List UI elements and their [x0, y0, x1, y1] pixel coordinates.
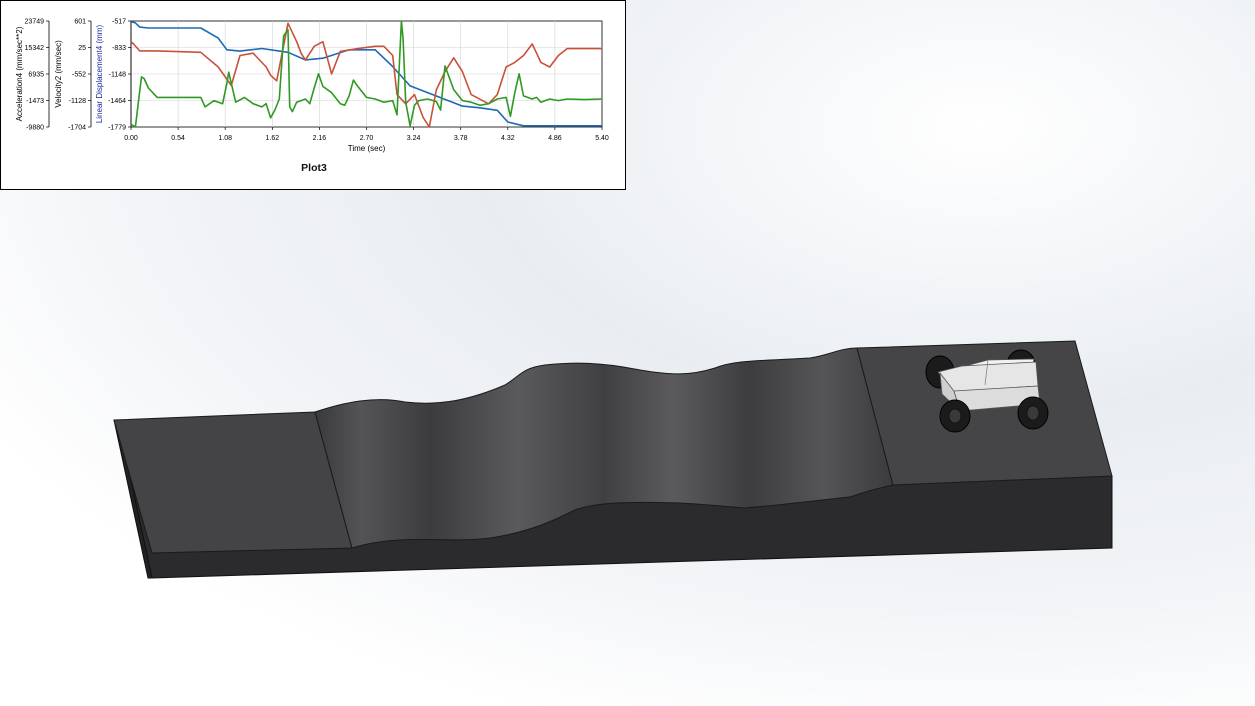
vehicle-cabin-line [984, 359, 989, 386]
y-tick-label: -1779 [108, 125, 126, 132]
vehicle-model[interactable] [925, 349, 1049, 433]
y-tick-label: -1128 [69, 98, 86, 105]
x-tick-label: 3.78 [454, 135, 468, 142]
plot-grid [130, 20, 603, 128]
y-tick-label: 601 [74, 19, 86, 26]
track-model[interactable] [113, 340, 1113, 579]
plot-series [130, 20, 603, 128]
y-tick-label: -517 [112, 19, 126, 26]
y-tick-label: 15342 [25, 45, 45, 52]
x-axis-title: Time (sec) [348, 144, 386, 153]
x-tick-label: 0.00 [124, 135, 138, 142]
y-tick-label: -1148 [109, 72, 126, 79]
track-end-platform [856, 340, 1113, 486]
y-tick-label: -1704 [68, 125, 86, 132]
x-tick-label: 2.16 [313, 135, 327, 142]
x-tick-label: 4.32 [501, 135, 515, 142]
plot-axes: 0.00 0.54 1.08 1.62 2.16 2.70 3.24 3.78 4.32 4.86… [15, 19, 609, 154]
wheel-front-right [1017, 396, 1049, 430]
x-tick-label: 2.70 [360, 135, 374, 142]
y-tick-label: -1464 [108, 98, 126, 105]
y-axis-title: Linear Displacement4 (mm) [95, 25, 104, 124]
plot-panel[interactable]: 0.00 0.54 1.08 1.62 2.16 2.70 3.24 3.78 4.32 4.86… [0, 0, 626, 190]
series-linear-displacement [130, 20, 602, 127]
series-velocity [130, 22, 602, 128]
x-tick-label: 4.86 [548, 135, 562, 142]
y-tick-label: 23749 [25, 19, 45, 26]
y-tick-label: -833 [112, 45, 126, 52]
x-tick-label: 0.54 [171, 135, 185, 142]
y-tick-label: -1473 [26, 98, 44, 105]
x-tick-label: 3.24 [407, 135, 421, 142]
wheel-front-left [939, 399, 971, 433]
y-axis-title: Acceleration4 (mm/sec**2) [15, 26, 24, 121]
plot-chart[interactable]: 0.00 0.54 1.08 1.62 2.16 2.70 3.24 3.78 4.32 4.86… [1, 1, 627, 191]
y-axis-title: Velocity2 (mm/sec) [54, 40, 63, 108]
y-tick-label: 6935 [28, 72, 44, 79]
series-acceleration [130, 20, 603, 128]
plot-title: Plot3 [301, 162, 327, 174]
x-tick-label: 1.08 [218, 135, 232, 142]
track-start-platform [113, 411, 353, 554]
x-tick-label: 5.40 [595, 135, 609, 142]
x-tick-label: 1.62 [265, 135, 279, 142]
y-tick-label: 25 [78, 45, 86, 52]
y-tick-label: -552 [72, 72, 86, 79]
y-tick-label: -9880 [26, 125, 44, 132]
